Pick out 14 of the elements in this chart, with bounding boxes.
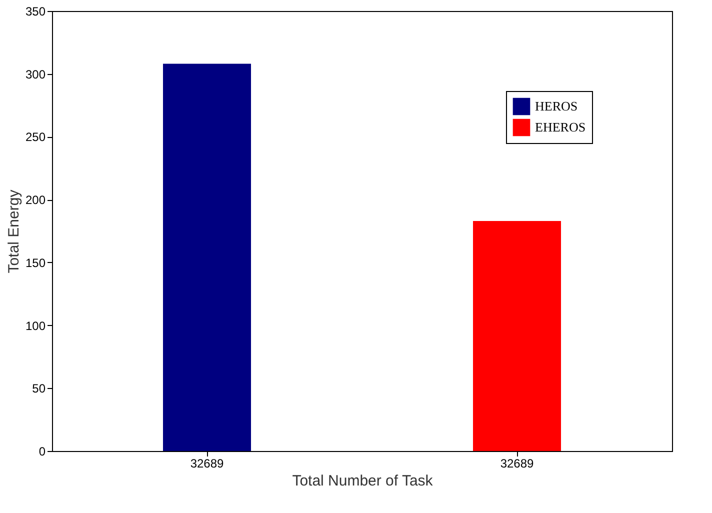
y-tick-label: 350: [25, 4, 46, 18]
x-tick-label: 32689: [500, 456, 534, 470]
y-tick-label: 50: [32, 382, 46, 396]
y-tick-label: 150: [25, 256, 46, 270]
y-tick-label: 100: [25, 318, 46, 333]
y-tick-label: 0: [38, 444, 46, 458]
legend-label: EHEROS: [535, 120, 586, 134]
y-tick-label: 300: [25, 67, 46, 82]
x-axis-title: Total Number of Task: [292, 472, 434, 490]
y-axis-title: Total Energy: [5, 189, 22, 274]
y-tick-label: 200: [25, 193, 46, 208]
y-tick-label: 250: [25, 130, 46, 144]
legend-label: HEROS: [535, 98, 578, 114]
x-tick-label: 32689: [190, 456, 224, 470]
